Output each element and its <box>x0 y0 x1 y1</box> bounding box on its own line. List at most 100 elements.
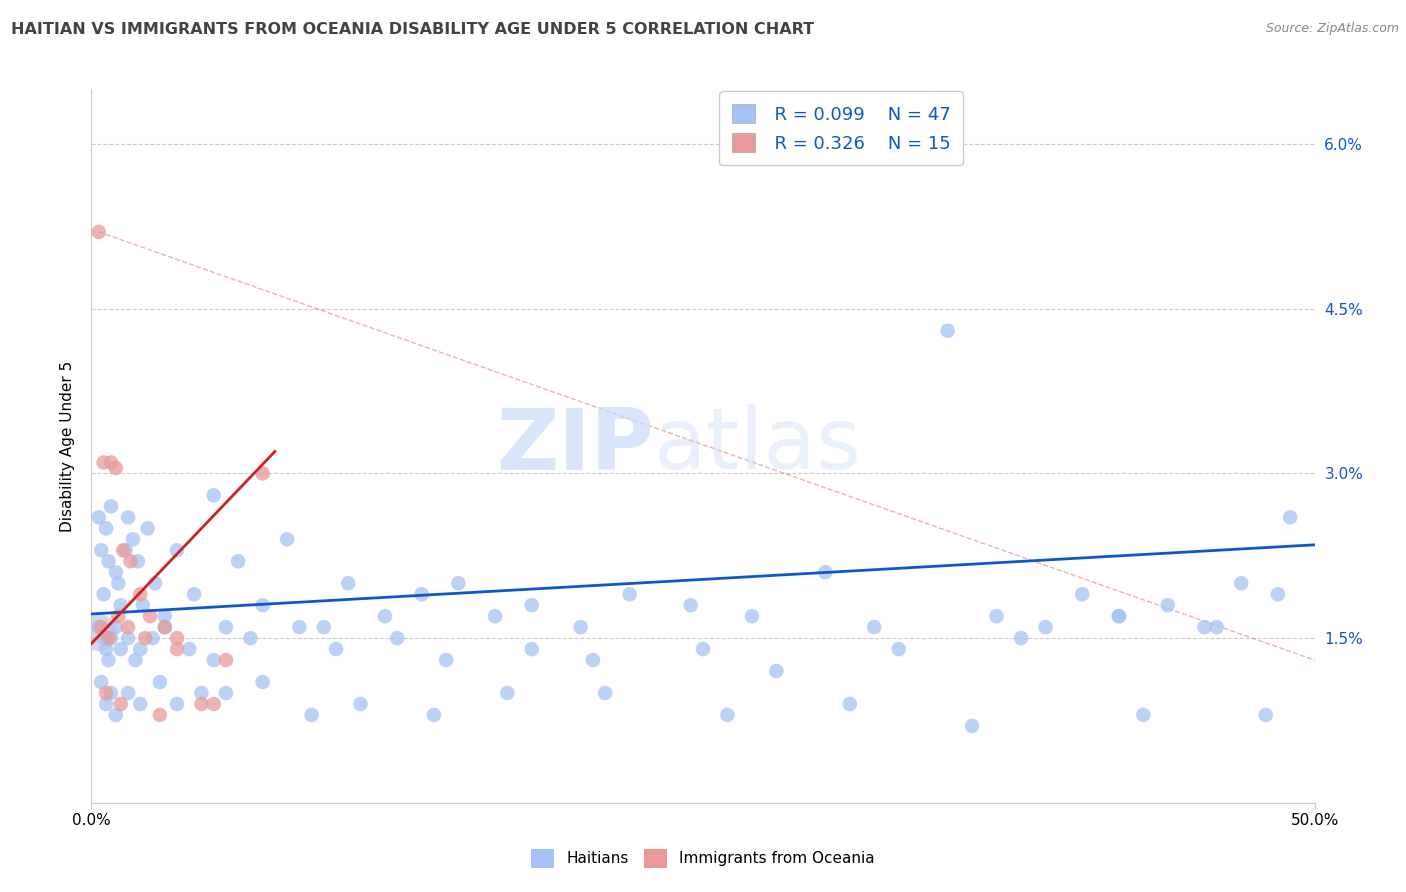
Point <box>1205 620 1227 634</box>
Point <box>107 576 129 591</box>
Point <box>122 533 145 547</box>
Point <box>143 576 166 591</box>
Point <box>226 554 249 568</box>
Point <box>423 708 446 723</box>
Point <box>149 675 172 690</box>
Text: atlas: atlas <box>654 404 862 488</box>
Point <box>202 697 225 711</box>
Point <box>887 642 910 657</box>
Point <box>100 455 122 469</box>
Point <box>692 642 714 657</box>
Point <box>619 587 641 601</box>
Point <box>87 225 110 239</box>
Point <box>134 631 156 645</box>
Point <box>117 631 139 645</box>
Point <box>114 543 136 558</box>
Point <box>100 500 122 514</box>
Point <box>183 587 205 601</box>
Point <box>97 631 120 645</box>
Point <box>104 566 127 580</box>
Point <box>149 708 172 723</box>
Point <box>129 697 152 711</box>
Point <box>190 697 212 711</box>
Point <box>93 455 115 469</box>
Point <box>117 620 139 634</box>
Point <box>179 642 201 657</box>
Point <box>1230 576 1253 591</box>
Point <box>520 598 543 612</box>
Y-axis label: Disability Age Under 5: Disability Age Under 5 <box>60 360 76 532</box>
Point <box>1279 510 1302 524</box>
Point <box>124 653 146 667</box>
Point <box>496 686 519 700</box>
Point <box>94 686 117 700</box>
Point <box>582 653 605 667</box>
Point <box>679 598 702 612</box>
Point <box>215 686 238 700</box>
Point <box>252 598 274 612</box>
Point <box>129 642 152 657</box>
Point <box>94 521 117 535</box>
Point <box>312 620 335 634</box>
Point <box>97 554 120 568</box>
Point <box>110 697 132 711</box>
Point <box>87 625 110 640</box>
Point <box>94 642 117 657</box>
Point <box>104 708 127 723</box>
Point <box>1157 598 1180 612</box>
Point <box>93 587 115 601</box>
Point <box>411 587 433 601</box>
Point <box>202 653 225 667</box>
Point <box>838 697 860 711</box>
Point <box>139 609 162 624</box>
Text: HAITIAN VS IMMIGRANTS FROM OCEANIA DISABILITY AGE UNDER 5 CORRELATION CHART: HAITIAN VS IMMIGRANTS FROM OCEANIA DISAB… <box>11 22 814 37</box>
Point <box>484 609 506 624</box>
Point <box>1132 708 1154 723</box>
Point <box>252 467 274 481</box>
Point <box>153 609 176 624</box>
Point <box>215 620 238 634</box>
Point <box>1010 631 1032 645</box>
Point <box>117 510 139 524</box>
Point <box>120 554 142 568</box>
Point <box>349 697 371 711</box>
Point <box>141 631 163 645</box>
Point <box>100 631 122 645</box>
Text: Source: ZipAtlas.com: Source: ZipAtlas.com <box>1265 22 1399 36</box>
Point <box>129 587 152 601</box>
Point <box>520 642 543 657</box>
Point <box>136 521 159 535</box>
Point <box>1254 708 1277 723</box>
Point <box>94 697 117 711</box>
Point <box>97 653 120 667</box>
Point <box>593 686 616 700</box>
Point <box>166 543 188 558</box>
Point <box>127 554 149 568</box>
Point <box>90 543 112 558</box>
Point <box>434 653 457 667</box>
Point <box>87 620 110 634</box>
Text: ZIP: ZIP <box>496 404 654 488</box>
Point <box>104 461 127 475</box>
Point <box>117 686 139 700</box>
Point <box>1108 609 1130 624</box>
Point <box>1035 620 1057 634</box>
Point <box>863 620 886 634</box>
Point <box>100 686 122 700</box>
Point <box>90 675 112 690</box>
Point <box>741 609 763 624</box>
Point <box>110 598 132 612</box>
Point <box>87 510 110 524</box>
Point <box>1071 587 1094 601</box>
Point <box>385 631 409 645</box>
Point <box>132 598 155 612</box>
Point <box>190 686 212 700</box>
Point <box>107 609 129 624</box>
Point <box>166 631 188 645</box>
Point <box>112 543 135 558</box>
Point <box>301 708 323 723</box>
Point <box>1267 587 1289 601</box>
Point <box>716 708 738 723</box>
Point <box>936 324 959 338</box>
Point <box>960 719 983 733</box>
